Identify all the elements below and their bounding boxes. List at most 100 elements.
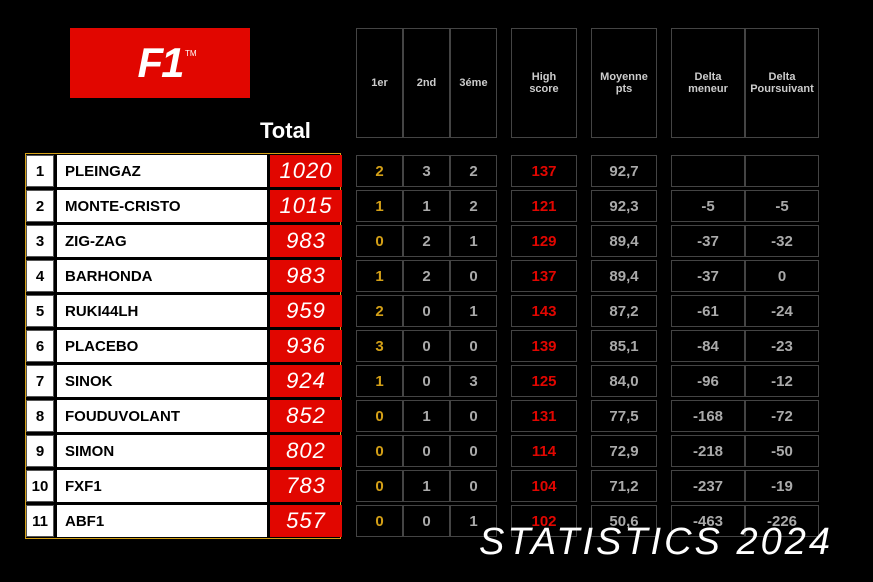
table-row: 3 ZIG-ZAG 983 0 2 1 129 89,4 -37 -32: [26, 225, 819, 257]
p3-cell: 0: [450, 330, 497, 362]
rank-cell: 8: [26, 400, 54, 432]
table-body: 1 PLEINGAZ 1020 2 3 2 137 92,7 2 MONTE-C…: [26, 155, 819, 540]
total-cell: 783: [270, 470, 342, 502]
delta-group: -84 -23: [671, 330, 819, 362]
delta-group: -61 -24: [671, 295, 819, 327]
p1-cell: 2: [356, 295, 403, 327]
placements-group: 1 2 0: [356, 260, 497, 292]
dp-cell: -32: [745, 225, 819, 257]
name-cell: PLACEBO: [57, 330, 267, 362]
delta-group: -37 0: [671, 260, 819, 292]
total-cell: 936: [270, 330, 342, 362]
dm-cell: -218: [671, 435, 745, 467]
total-cell: 557: [270, 505, 342, 537]
dp-cell: -19: [745, 470, 819, 502]
high-group: 137: [511, 155, 577, 187]
p1-cell: 0: [356, 435, 403, 467]
avg-cell: 89,4: [591, 225, 657, 257]
dp-cell: [745, 155, 819, 187]
high-cell: 104: [511, 470, 577, 502]
high-group: 114: [511, 435, 577, 467]
high-group: 139: [511, 330, 577, 362]
high-group: 129: [511, 225, 577, 257]
table-row: 4 BARHONDA 983 1 2 0 137 89,4 -37 0: [26, 260, 819, 292]
placements-group: 1 0 3: [356, 365, 497, 397]
name-cell: BARHONDA: [57, 260, 267, 292]
high-cell: 121: [511, 190, 577, 222]
rank-cell: 10: [26, 470, 54, 502]
p1-cell: 0: [356, 470, 403, 502]
avg-group: 89,4: [591, 225, 657, 257]
high-group: 121: [511, 190, 577, 222]
avg-group: 72,9: [591, 435, 657, 467]
p1-cell: 0: [356, 225, 403, 257]
delta-group: -37 -32: [671, 225, 819, 257]
total-cell: 924: [270, 365, 342, 397]
f1-logo-box: F1: [70, 28, 250, 98]
dp-cell: -24: [745, 295, 819, 327]
total-value: 802: [286, 438, 326, 464]
avg-cell: 89,4: [591, 260, 657, 292]
header-row: 1er 2nd 3éme High score Moyenne pts Delt…: [356, 28, 833, 138]
delta-group: -5 -5: [671, 190, 819, 222]
total-value: 852: [286, 403, 326, 429]
p2-cell: 0: [403, 330, 450, 362]
p1-cell: 2: [356, 155, 403, 187]
avg-cell: 92,7: [591, 155, 657, 187]
rank-cell: 7: [26, 365, 54, 397]
total-value: 1020: [280, 158, 333, 184]
name-cell: ZIG-ZAG: [57, 225, 267, 257]
p2-cell: 1: [403, 470, 450, 502]
rank-cell: 9: [26, 435, 54, 467]
placements-group: 2 0 1: [356, 295, 497, 327]
total-value: 783: [286, 473, 326, 499]
total-value: 557: [286, 508, 326, 534]
p2-cell: 3: [403, 155, 450, 187]
table-row: 9 SIMON 802 0 0 0 114 72,9 -218 -50: [26, 435, 819, 467]
dp-cell: 0: [745, 260, 819, 292]
total-value: 983: [286, 263, 326, 289]
name-cell: FOUDUVOLANT: [57, 400, 267, 432]
rank-cell: 5: [26, 295, 54, 327]
rank-cell: 6: [26, 330, 54, 362]
table-row: 6 PLACEBO 936 3 0 0 139 85,1 -84 -23: [26, 330, 819, 362]
p2-cell: 0: [403, 435, 450, 467]
name-cell: SINOK: [57, 365, 267, 397]
f1-logo-text: F1: [137, 39, 182, 87]
avg-group: 77,5: [591, 400, 657, 432]
dp-cell: -12: [745, 365, 819, 397]
total-value: 983: [286, 228, 326, 254]
high-group: 137: [511, 260, 577, 292]
p3-cell: 0: [450, 260, 497, 292]
total-value: 959: [286, 298, 326, 324]
high-group: 131: [511, 400, 577, 432]
avg-group: 84,0: [591, 365, 657, 397]
total-cell: 983: [270, 225, 342, 257]
table-row: 2 MONTE-CRISTO 1015 1 1 2 121 92,3 -5 -5: [26, 190, 819, 222]
p3-cell: 0: [450, 400, 497, 432]
placements-group: 0 0 1: [356, 505, 497, 537]
p3-cell: 0: [450, 470, 497, 502]
header-avg-group: Moyenne pts: [591, 28, 657, 138]
avg-cell: 87,2: [591, 295, 657, 327]
table-row: 5 RUKI44LH 959 2 0 1 143 87,2 -61 -24: [26, 295, 819, 327]
avg-group: 71,2: [591, 470, 657, 502]
p3-cell: 1: [450, 295, 497, 327]
header-3eme: 3éme: [450, 28, 497, 138]
p3-cell: 2: [450, 155, 497, 187]
dm-cell: -84: [671, 330, 745, 362]
p2-cell: 2: [403, 260, 450, 292]
dm-cell: -37: [671, 260, 745, 292]
delta-group: [671, 155, 819, 187]
high-cell: 125: [511, 365, 577, 397]
table-row: 7 SINOK 924 1 0 3 125 84,0 -96 -12: [26, 365, 819, 397]
p2-cell: 1: [403, 190, 450, 222]
total-cell: 802: [270, 435, 342, 467]
stats-container: F1 Total 1er 2nd 3éme High score Moyenne…: [10, 10, 863, 572]
dp-cell: -50: [745, 435, 819, 467]
avg-cell: 72,9: [591, 435, 657, 467]
dm-cell: -37: [671, 225, 745, 257]
rank-cell: 3: [26, 225, 54, 257]
placements-group: 0 1 0: [356, 470, 497, 502]
avg-group: 92,3: [591, 190, 657, 222]
